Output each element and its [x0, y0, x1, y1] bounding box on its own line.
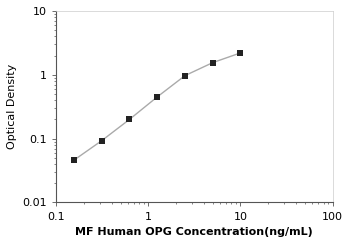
Point: [238, 51, 243, 55]
Point: [182, 74, 188, 78]
Point: [99, 139, 105, 142]
X-axis label: MF Human OPG Concentration(ng/mL): MF Human OPG Concentration(ng/mL): [76, 227, 313, 237]
Point: [154, 95, 160, 99]
Point: [210, 61, 216, 65]
Point: [127, 117, 132, 121]
Point: [71, 158, 77, 162]
Y-axis label: Optical Density: Optical Density: [7, 64, 17, 149]
